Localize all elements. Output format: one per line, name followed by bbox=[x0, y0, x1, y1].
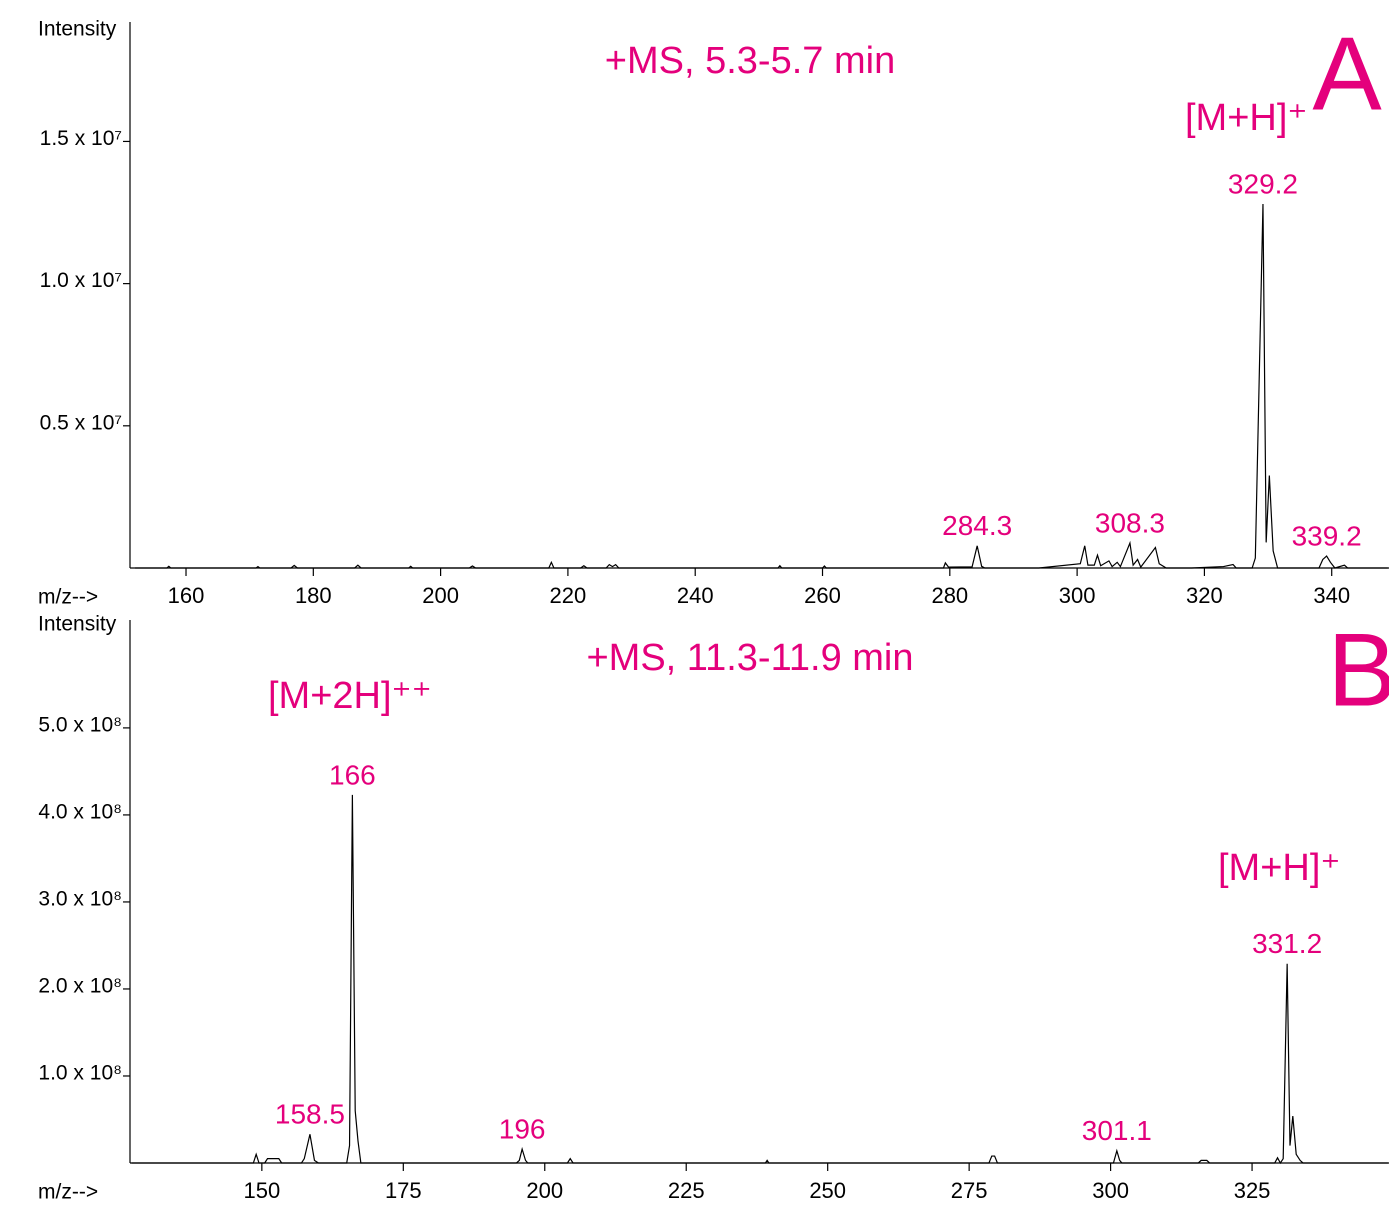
spectrum-line bbox=[135, 203, 1388, 569]
peak-label: 308.3 bbox=[1095, 507, 1165, 538]
x-tick-label: 200 bbox=[526, 1178, 563, 1203]
spectrum-line bbox=[131, 794, 1388, 1165]
chart-title: +MS, 5.3-5.7 min bbox=[605, 40, 895, 82]
peak-label: 166 bbox=[329, 759, 376, 790]
annotation: [M+2H]⁺⁺ bbox=[268, 675, 432, 717]
peak-label: 158.5 bbox=[275, 1099, 345, 1130]
y-tick-label: 4.0 x 10⁸ bbox=[38, 800, 122, 823]
peak-label: 331.2 bbox=[1252, 928, 1322, 959]
y-tick-label: 1.0 x 10⁸ bbox=[38, 1062, 122, 1085]
x-tick-label: 160 bbox=[168, 583, 205, 608]
peak-label: 339.2 bbox=[1292, 520, 1362, 551]
x-tick-label: 320 bbox=[1186, 583, 1223, 608]
x-tick-label: 250 bbox=[809, 1178, 846, 1203]
y-tick-label: 1.5 x 10⁷ bbox=[40, 127, 122, 150]
annotation: [M+H]⁺ bbox=[1185, 97, 1307, 139]
y-tick-label: 0.5 x 10⁷ bbox=[40, 411, 122, 434]
y-tick-label: 5.0 x 10⁸ bbox=[38, 713, 122, 736]
x-tick-label: 325 bbox=[1234, 1178, 1271, 1203]
y-axis-label: Intensity bbox=[38, 613, 117, 636]
x-tick-label: 280 bbox=[931, 583, 968, 608]
x-tick-label: 275 bbox=[951, 1178, 988, 1203]
x-axis-label: m/z--> bbox=[38, 586, 98, 609]
x-tick-label: 180 bbox=[295, 583, 332, 608]
peak-label: 284.3 bbox=[942, 510, 1012, 541]
chart-title: +MS, 11.3-11.9 min bbox=[586, 637, 913, 679]
peak-label: 301.1 bbox=[1082, 1115, 1152, 1146]
x-tick-label: 300 bbox=[1092, 1178, 1129, 1203]
x-tick-label: 240 bbox=[677, 583, 714, 608]
panel-label: B bbox=[1327, 612, 1389, 728]
x-tick-label: 300 bbox=[1059, 583, 1096, 608]
x-tick-label: 200 bbox=[422, 583, 459, 608]
x-tick-label: 150 bbox=[243, 1178, 280, 1203]
y-tick-label: 3.0 x 10⁸ bbox=[38, 887, 122, 910]
x-tick-label: 225 bbox=[668, 1178, 705, 1203]
y-axis-label: Intensity bbox=[38, 18, 117, 41]
x-tick-label: 340 bbox=[1313, 583, 1350, 608]
x-axis-label: m/z--> bbox=[38, 1181, 98, 1204]
x-tick-label: 220 bbox=[550, 583, 587, 608]
peak-label: 329.2 bbox=[1228, 168, 1298, 199]
y-tick-label: 2.0 x 10⁸ bbox=[38, 975, 122, 998]
panel-label: A bbox=[1312, 16, 1382, 132]
x-tick-label: 260 bbox=[804, 583, 841, 608]
y-tick-label: 1.0 x 10⁷ bbox=[40, 269, 122, 292]
x-tick-label: 175 bbox=[385, 1178, 422, 1203]
annotation: [M+H]⁺ bbox=[1218, 847, 1340, 889]
peak-label: 196 bbox=[499, 1113, 546, 1144]
